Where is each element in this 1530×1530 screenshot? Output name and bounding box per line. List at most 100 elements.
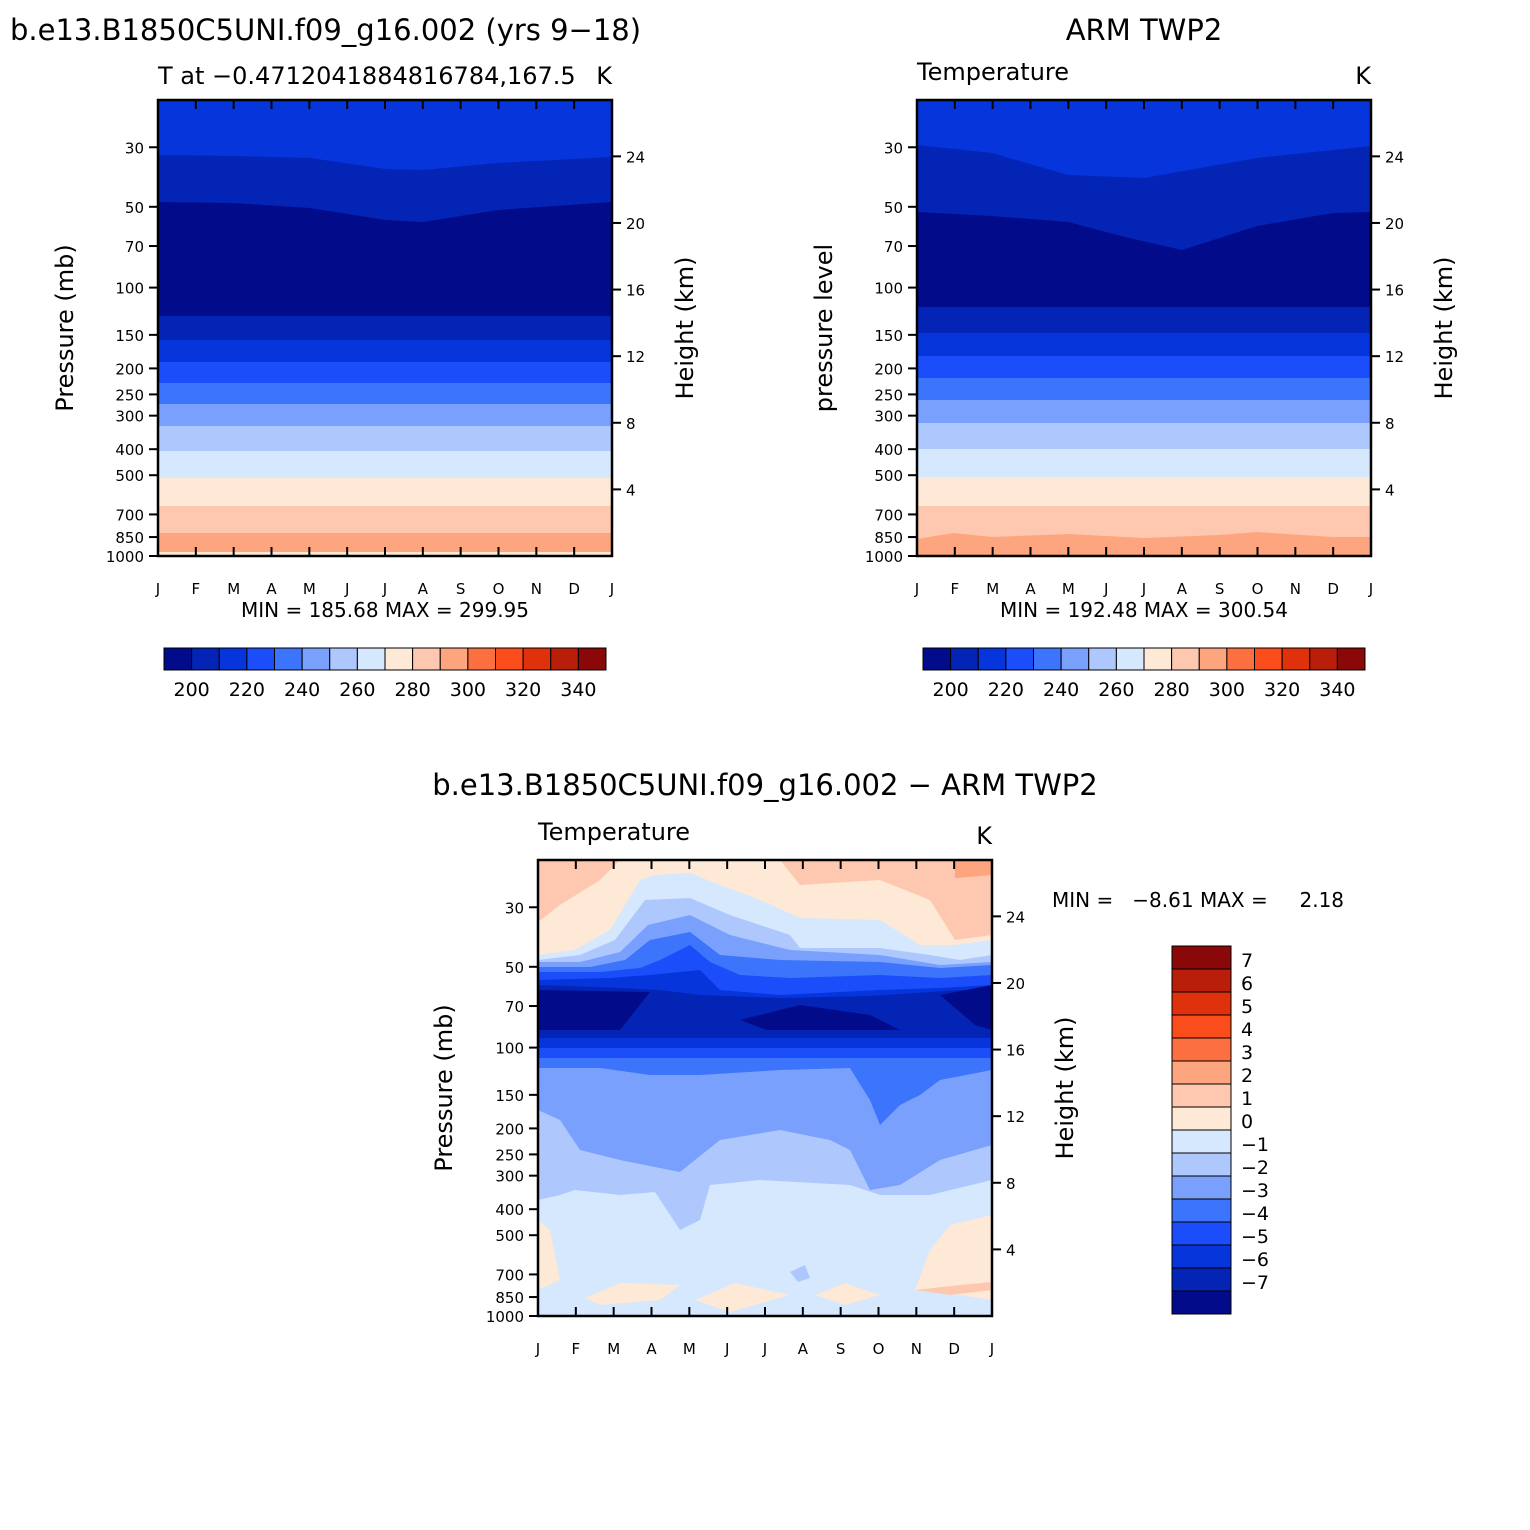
diff-patch-tr-2-3: [955, 860, 992, 878]
y-tick-label: 300: [495, 1168, 524, 1186]
diff-patch-br-warm: [915, 1215, 992, 1300]
diff-patch-bl-warm: [538, 1220, 560, 1290]
colorbar-swatch: [439, 647, 469, 671]
height-tick-label: 8: [1006, 1175, 1016, 1193]
colorbar-swatch: [1005, 647, 1034, 671]
y-tick-label: 300: [874, 408, 903, 426]
height-tick-label: 12: [1385, 348, 1404, 366]
colorbar-label: 260: [1098, 679, 1134, 701]
colorbar-swatch: [1171, 1152, 1232, 1177]
x-tick-label: M: [1062, 580, 1075, 598]
y-tick-label: 50: [505, 959, 524, 977]
y-tick-label: 70: [125, 238, 144, 256]
colorbar-swatch: [1309, 647, 1338, 671]
y-tick-label: 850: [495, 1289, 524, 1307]
colorbar-label: 0: [1241, 1111, 1253, 1133]
colorbar-swatch: [1171, 1221, 1232, 1246]
panel-obs-ylabel-right: Height (km): [1430, 257, 1458, 400]
x-tick-label: S: [456, 580, 466, 598]
colorbar-label: 300: [1209, 679, 1245, 701]
y-tick-label: 70: [505, 998, 524, 1016]
y-tick-label: 850: [874, 529, 903, 547]
x-tick-label: J: [914, 580, 919, 598]
x-tick-label: J: [989, 1340, 994, 1358]
colorbar-swatch: [950, 647, 979, 671]
y-tick-label: 500: [495, 1227, 524, 1245]
panel-obs-ylabel: pressure level: [810, 244, 838, 412]
y-tick-label: 100: [495, 1040, 524, 1058]
height-tick-label: 24: [1385, 148, 1404, 166]
y-tick-label: 250: [495, 1146, 524, 1164]
y-tick-label: 700: [495, 1266, 524, 1284]
colorbar-label: 220: [988, 679, 1024, 701]
y-tick-label: 300: [115, 408, 144, 426]
colorbar-label: 7: [1241, 950, 1253, 972]
colorbar-label: −7: [1241, 1272, 1269, 1294]
colorbar-label: 300: [450, 679, 486, 701]
x-tick-label: S: [1215, 580, 1225, 598]
y-tick-label: 30: [884, 139, 903, 157]
colorbar-swatch: [1171, 1060, 1232, 1085]
panel-model-units: K: [596, 62, 613, 90]
x-tick-label: A: [646, 1340, 657, 1358]
x-tick-label: F: [951, 580, 960, 598]
panel-diff-ylabel: Pressure (mb): [430, 1004, 458, 1171]
x-tick-label: O: [1252, 580, 1264, 598]
y-tick-label: 250: [874, 386, 903, 404]
colorbar-swatch: [329, 647, 358, 671]
y-tick-label: 400: [495, 1201, 524, 1219]
height-tick-label: 8: [626, 415, 636, 433]
x-tick-label: N: [531, 580, 542, 598]
diff-patch-tr-1-2: [780, 860, 992, 940]
y-tick-label: 100: [115, 280, 144, 298]
y-tick-label: 70: [884, 238, 903, 256]
height-tick-label: 20: [1006, 975, 1025, 993]
height-tick-label: 24: [1006, 908, 1025, 926]
colorbar-swatch: [1171, 1037, 1232, 1062]
height-tick-label: 4: [626, 481, 636, 499]
x-tick-label: J: [344, 580, 349, 598]
height-tick-label: 24: [626, 148, 645, 166]
height-tick-label: 16: [626, 282, 645, 300]
panel-model-plot: [158, 100, 612, 556]
colorbar-label: 340: [1319, 679, 1355, 701]
x-tick-label: J: [609, 580, 614, 598]
panel-obs-axes: J F M A M J J A S O N D J 30 50 70 100 150 200 250 300 400 500…: [865, 100, 1404, 598]
y-tick-label: 700: [115, 506, 144, 524]
x-tick-label: A: [1025, 580, 1036, 598]
y-tick-label: 200: [874, 360, 903, 378]
colorbar-swatch: [356, 647, 386, 671]
colorbar-label: −1: [1241, 1134, 1269, 1156]
colorbar-label: −4: [1241, 1203, 1269, 1225]
x-tick-label: A: [798, 1340, 809, 1358]
x-tick-label: N: [911, 1340, 922, 1358]
height-tick-label: 8: [1385, 415, 1395, 433]
panel-model: b.e13.B1850C5UNI.f09_g16.002 (yrs 9−18) …: [10, 13, 699, 701]
colorbar-swatch: [1171, 1083, 1232, 1108]
diff-band-cool-8: [538, 990, 650, 1030]
colorbar-label: 240: [284, 679, 320, 701]
height-tick-label: 4: [1385, 481, 1395, 499]
panel-diff-subtitle: Temperature: [537, 818, 690, 846]
y-tick-label: 30: [125, 139, 144, 157]
panel-obs-minmax: MIN = 192.48 MAX = 300.54: [1000, 598, 1288, 622]
colorbar-swatch: [1171, 1106, 1232, 1131]
y-tick-label: 500: [115, 467, 144, 485]
height-tick-label: 20: [626, 215, 645, 233]
panel-model-axes: J F M A M J J A S O N D J 30 50 70 100 150 200 250 300 400 500…: [106, 100, 645, 598]
colorbar-swatch: [301, 647, 331, 671]
colorbar-swatch: [922, 647, 952, 671]
panel-model-title: b.e13.B1850C5UNI.f09_g16.002 (yrs 9−18): [10, 13, 641, 47]
colorbar-swatch: [1171, 1129, 1232, 1154]
y-tick-label: 150: [115, 327, 144, 345]
colorbar-label: 4: [1241, 1019, 1253, 1041]
colorbar-swatch: [1171, 1175, 1232, 1200]
x-tick-label: J: [155, 580, 160, 598]
colorbar-swatch: [467, 647, 496, 671]
y-tick-label: 50: [884, 199, 903, 217]
colorbar-swatch: [1171, 1267, 1232, 1292]
height-tick-label: 12: [1006, 1108, 1025, 1126]
x-tick-label: D: [948, 1340, 960, 1358]
